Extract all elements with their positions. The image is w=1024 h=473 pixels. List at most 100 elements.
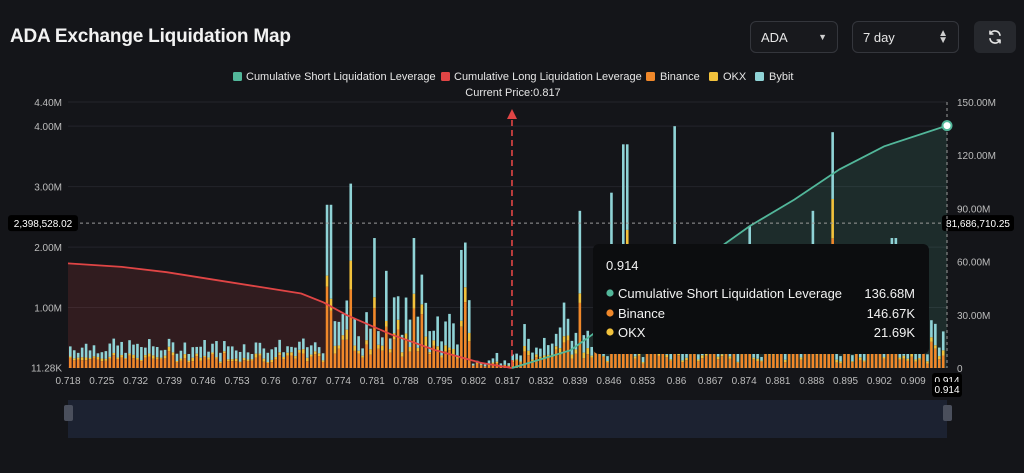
- bar-okx[interactable]: [503, 364, 507, 366]
- bar-binance[interactable]: [744, 353, 748, 368]
- bar-binance[interactable]: [424, 346, 428, 368]
- bar-okx[interactable]: [436, 346, 439, 352]
- bar-binance[interactable]: [531, 361, 534, 368]
- bar-bybit[interactable]: [570, 340, 574, 355]
- bar-binance[interactable]: [325, 286, 329, 368]
- bar-bybit[interactable]: [337, 321, 341, 346]
- bar-binance[interactable]: [851, 362, 854, 368]
- bar-binance[interactable]: [132, 358, 135, 368]
- bar-binance[interactable]: [80, 360, 84, 368]
- bar-bybit[interactable]: [898, 350, 902, 358]
- bar-okx[interactable]: [590, 355, 593, 358]
- bar-okx[interactable]: [926, 361, 929, 364]
- bar-okx[interactable]: [349, 260, 353, 290]
- bar-binance[interactable]: [199, 360, 202, 368]
- bar-binance[interactable]: [116, 359, 119, 368]
- bar-okx[interactable]: [385, 320, 388, 327]
- bar-bybit[interactable]: [349, 183, 353, 261]
- bar-bybit[interactable]: [294, 347, 297, 357]
- bar-binance[interactable]: [317, 356, 321, 368]
- bar-bybit[interactable]: [195, 346, 198, 354]
- bar-bybit[interactable]: [756, 349, 759, 359]
- bar-binance[interactable]: [377, 348, 380, 368]
- bar-binance[interactable]: [112, 355, 116, 368]
- bar-bybit[interactable]: [207, 351, 210, 358]
- bar-bybit[interactable]: [926, 354, 929, 362]
- bar-binance[interactable]: [487, 365, 491, 368]
- bar-bybit[interactable]: [69, 346, 72, 357]
- bar-okx[interactable]: [361, 355, 364, 358]
- bar-okx[interactable]: [416, 347, 420, 352]
- bar-okx[interactable]: [554, 346, 558, 350]
- bar-okx[interactable]: [155, 357, 159, 359]
- bar-bybit[interactable]: [416, 316, 420, 348]
- bar-bybit[interactable]: [357, 336, 360, 351]
- bar-bybit[interactable]: [456, 344, 459, 357]
- bar-okx[interactable]: [84, 357, 88, 361]
- bar-okx[interactable]: [377, 344, 380, 349]
- bar-binance[interactable]: [764, 352, 767, 368]
- bar-binance[interactable]: [313, 354, 317, 368]
- bar-binance[interactable]: [175, 362, 179, 368]
- bar-binance[interactable]: [614, 353, 617, 368]
- bar-bybit[interactable]: [432, 330, 435, 341]
- bar-binance[interactable]: [250, 360, 254, 368]
- bar-bybit[interactable]: [388, 338, 392, 350]
- bar-bybit[interactable]: [377, 331, 380, 345]
- bar-binance[interactable]: [448, 350, 451, 368]
- bar-binance[interactable]: [720, 356, 724, 368]
- bar-bybit[interactable]: [503, 360, 507, 365]
- bar-okx[interactable]: [756, 358, 759, 361]
- bar-bybit[interactable]: [906, 353, 909, 359]
- bar-bybit[interactable]: [436, 316, 439, 347]
- bar-binance[interactable]: [862, 361, 866, 368]
- bar-binance[interactable]: [203, 357, 206, 368]
- bar-okx[interactable]: [290, 352, 293, 356]
- bar-okx[interactable]: [69, 356, 72, 358]
- asset-select[interactable]: ADA ▼: [750, 21, 838, 53]
- bar-binance[interactable]: [187, 362, 191, 368]
- bar-okx[interactable]: [882, 356, 886, 359]
- bar-binance[interactable]: [120, 357, 123, 368]
- bar-bybit[interactable]: [562, 302, 566, 337]
- bar-binance[interactable]: [349, 289, 353, 368]
- bar-okx[interactable]: [938, 356, 941, 360]
- bar-okx[interactable]: [333, 345, 337, 354]
- bar-binance[interactable]: [819, 340, 823, 368]
- bar-binance[interactable]: [689, 354, 692, 368]
- bar-bybit[interactable]: [408, 319, 412, 347]
- bar-bybit[interactable]: [167, 338, 171, 347]
- bar-okx[interactable]: [467, 332, 471, 342]
- bar-binance[interactable]: [724, 350, 728, 368]
- bar-bybit[interactable]: [444, 321, 447, 346]
- bar-binance[interactable]: [151, 358, 155, 368]
- bar-okx[interactable]: [851, 361, 854, 363]
- bar-bybit[interactable]: [811, 210, 815, 268]
- bar-okx[interactable]: [274, 357, 277, 360]
- bar-bybit[interactable]: [914, 351, 917, 360]
- bar-bybit[interactable]: [290, 346, 293, 353]
- bar-bybit[interactable]: [491, 358, 495, 363]
- bar-okx[interactable]: [306, 357, 309, 362]
- bar-okx[interactable]: [242, 357, 246, 361]
- bar-okx[interactable]: [309, 354, 313, 357]
- legend-label-okx[interactable]: OKX: [723, 71, 747, 83]
- bar-okx[interactable]: [203, 355, 206, 358]
- bar-okx[interactable]: [464, 287, 467, 303]
- bar-okx[interactable]: [456, 356, 459, 359]
- bar-bybit[interactable]: [306, 347, 309, 358]
- bar-okx[interactable]: [116, 357, 119, 360]
- bar-okx[interactable]: [586, 348, 590, 355]
- bar-binance[interactable]: [183, 358, 187, 368]
- bar-binance[interactable]: [373, 308, 376, 368]
- bar-binance[interactable]: [278, 355, 281, 368]
- bar-binance[interactable]: [96, 359, 100, 368]
- bar-okx[interactable]: [262, 358, 266, 362]
- bar-binance[interactable]: [930, 341, 933, 368]
- bar-okx[interactable]: [523, 346, 526, 352]
- bar-binance[interactable]: [211, 354, 214, 368]
- bar-binance[interactable]: [926, 363, 929, 368]
- bar-bybit[interactable]: [262, 348, 266, 359]
- bar-bybit[interactable]: [697, 354, 700, 360]
- bar-binance[interactable]: [839, 363, 842, 368]
